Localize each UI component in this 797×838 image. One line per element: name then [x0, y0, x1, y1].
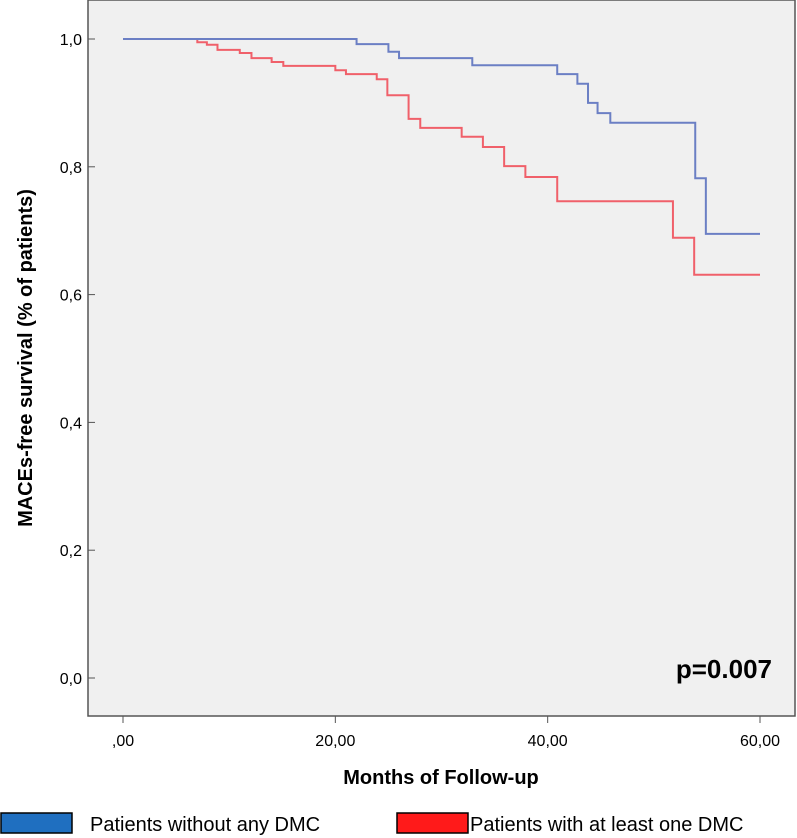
y-tick-label: 0,0: [60, 671, 82, 688]
y-tick-label: 1,0: [60, 32, 82, 49]
x-tick-label: ,00: [112, 733, 134, 750]
x-tick-label: 40,00: [528, 733, 568, 750]
x-tick-label: 60,00: [740, 733, 780, 750]
legend-label: Patients with at least one DMC: [470, 814, 743, 836]
legend: Patients without any DMC Patients with at…: [0, 812, 743, 836]
legend-label: Patients without any DMC: [90, 814, 320, 836]
legend-swatch: [396, 812, 469, 834]
plot-area: [87, 0, 796, 717]
y-axis-title: MACEs-free survival (% of patients): [15, 189, 37, 527]
legend-swatch: [0, 812, 73, 834]
y-tick-label: 0,2: [60, 543, 82, 560]
y-tick-label: 0,4: [60, 415, 82, 432]
y-tick-label: 0,6: [60, 288, 82, 305]
p-value-annotation: p=0.007: [676, 654, 772, 684]
x-tick-label: 20,00: [315, 733, 355, 750]
x-axis-title: Months of Follow-up: [343, 767, 539, 789]
survival-curve-patients-with-at-least-one-dmc: [123, 38, 760, 276]
survival-curve-patients-without-any-dmc: [123, 38, 760, 235]
y-tick-label: 0,8: [60, 160, 82, 177]
